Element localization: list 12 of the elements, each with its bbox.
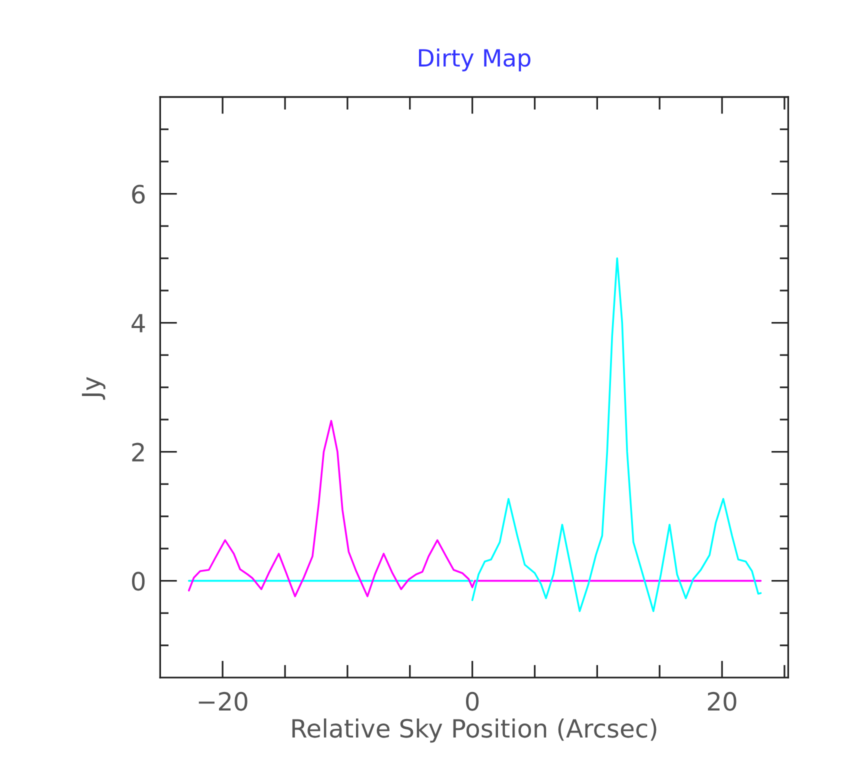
chart-title: Dirty Map	[419, 48, 530, 72]
x-tick-label: 20	[708, 692, 736, 711]
line-series	[471, 257, 762, 612]
x-tick-label: 0	[466, 692, 479, 711]
x-tick-label: −20	[198, 692, 248, 711]
y-tick-label: 4	[132, 314, 145, 332]
y-axis-title: Jy	[82, 376, 106, 400]
y-tick-label: 0	[132, 572, 145, 591]
line-series	[188, 420, 762, 598]
y-tick-label: 2	[132, 442, 144, 462]
x-axis-title: Relative Sky Position (Arcsec)	[292, 718, 656, 743]
y-tick-label: 6	[132, 184, 145, 204]
